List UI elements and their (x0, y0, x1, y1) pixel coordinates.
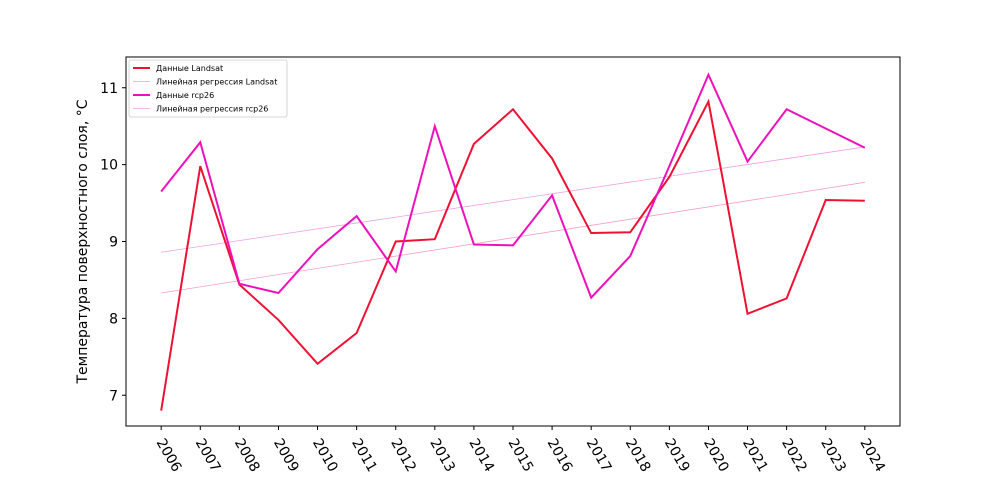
legend: Данные Landsat Линейная регрессия Landsat… (128, 59, 288, 118)
legend-label-2: Данные rcp26 (156, 91, 214, 100)
x-tick-label: 2018 (622, 436, 654, 475)
x-tick-label: 2008 (231, 436, 263, 475)
x-tick-label: 2012 (387, 436, 419, 475)
x-tick-label: 2011 (348, 436, 380, 475)
y-tick-label: 10 (100, 158, 118, 174)
legend-label-3: Линейная регрессия rcp26 (156, 105, 268, 114)
ticks-layer: 2006 2007 2008 2009 2010 2011 2012 2013 2014 2015… (100, 81, 888, 475)
x-tick-label: 2009 (270, 436, 302, 475)
x-tick-label: 2024 (856, 436, 888, 475)
y-axis-label: Температура поверхностного слоя, °C (75, 99, 91, 384)
legend-label-0: Данные Landsat (156, 64, 223, 73)
series-0-line (160, 98, 865, 411)
x-tick-label: 2023 (817, 436, 849, 475)
series-3-regression-line (161, 146, 865, 253)
x-tick-label: 2019 (661, 436, 693, 475)
x-tick-label: 2013 (426, 436, 458, 475)
x-tick-label: 2020 (700, 436, 732, 475)
y-tick-label: 8 (109, 311, 118, 327)
x-tick-label: 2010 (309, 436, 341, 475)
series-layer (160, 72, 866, 411)
x-tick-label: 2021 (739, 436, 771, 475)
legend-label-1: Линейная регрессия Landsat (156, 78, 277, 87)
x-tick-label: 2006 (153, 436, 185, 475)
y-tick-label: 11 (100, 81, 118, 97)
x-tick-label: 2014 (465, 436, 497, 475)
x-tick-label: 2022 (778, 436, 810, 475)
x-tick-label: 2007 (192, 436, 224, 475)
y-tick-label: 7 (109, 388, 118, 404)
series-1-regression-line (161, 181, 865, 294)
y-tick-label: 9 (109, 235, 118, 251)
x-tick-label: 2017 (583, 436, 615, 475)
x-tick-label: 2016 (544, 436, 576, 475)
x-tick-label: 2015 (505, 436, 537, 475)
legend-box (128, 59, 288, 118)
